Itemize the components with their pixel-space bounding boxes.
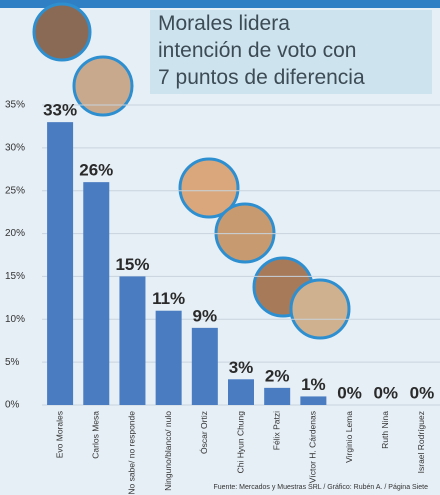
value-label: 3%: [229, 358, 254, 377]
value-label: 0%: [410, 383, 435, 402]
value-label: 1%: [301, 375, 326, 394]
y-tick-label: 0%: [5, 400, 20, 411]
bar: [191, 327, 218, 405]
y-tick-label: 15%: [5, 271, 25, 282]
x-tick-label: Virginio Lema: [344, 411, 354, 463]
bar: [300, 396, 327, 405]
y-tick-label: 5%: [5, 357, 20, 368]
value-label: 26%: [79, 161, 113, 180]
y-tick-label: 20%: [5, 228, 25, 239]
bar: [83, 182, 110, 405]
x-tick-label: Israel Rodríguez: [416, 411, 426, 473]
y-tick-label: 25%: [5, 185, 25, 196]
x-tick-label: Chi Hyun Chung: [235, 411, 245, 474]
value-label: 0%: [373, 383, 398, 402]
x-tick-label: Ruth Nina: [380, 411, 390, 449]
value-label: 9%: [193, 306, 218, 325]
y-tick-label: 30%: [5, 142, 25, 153]
x-tick-label: Óscar Ortiz: [199, 411, 209, 454]
y-tick-label: 35%: [5, 100, 25, 111]
photos: [32, 2, 351, 340]
bar: [155, 310, 182, 405]
chart-title: Morales lidera intención de voto con 7 p…: [150, 10, 432, 94]
x-tick-label: Ninguno/blanco/ nulo: [163, 411, 173, 491]
x-tick-label: Carlos Mesa: [91, 411, 101, 459]
bar: [119, 276, 146, 405]
value-label: 15%: [115, 255, 149, 274]
x-tick-label: Evo Morales: [54, 411, 64, 458]
value-label: 0%: [337, 383, 362, 402]
value-label: 33%: [43, 101, 77, 120]
source: Fuente: Mercados y Muestras SRL / Gráfic…: [213, 484, 428, 491]
bar: [228, 379, 254, 405]
bar: [47, 122, 74, 406]
y-tick-label: 10%: [5, 314, 25, 325]
value-label: 11%: [152, 289, 185, 308]
bar: [264, 387, 291, 405]
x-tick-label: No sabe/ no responde: [127, 411, 137, 495]
x-tick-label: Víctor H. Cárdenas: [308, 411, 318, 483]
value-label: 2%: [265, 366, 290, 385]
top-band: [0, 0, 440, 8]
x-tick-label: Félix Patzi: [271, 411, 281, 450]
